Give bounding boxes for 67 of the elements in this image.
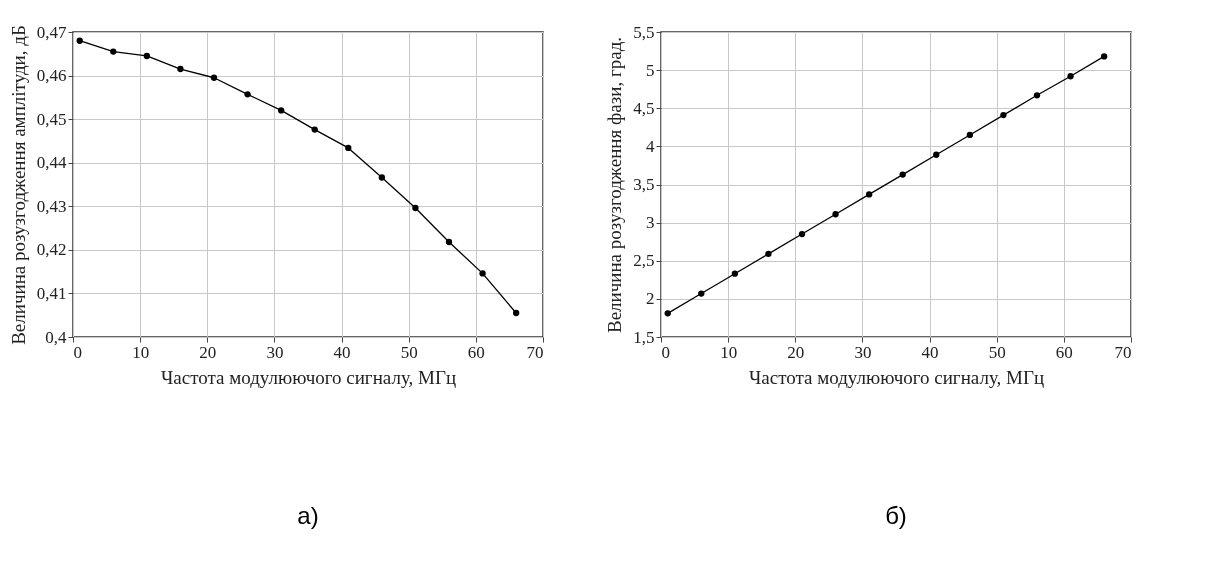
point: [1067, 73, 1074, 80]
x-tick-label: 0: [73, 342, 82, 362]
y-tick-label: 0,43: [36, 196, 67, 216]
x-tick-label: 20: [787, 342, 805, 362]
point: [1100, 53, 1108, 60]
point: [933, 151, 940, 158]
y-tick-label: 3,5: [633, 175, 655, 194]
x-tick-label: 70: [1114, 342, 1132, 362]
point: [277, 107, 285, 114]
y-tick-label: 0,42: [36, 240, 67, 260]
y-tick-label: 0,47: [36, 22, 67, 42]
point: [76, 37, 83, 44]
y-axis-title: Величина розузгодження фази, град.: [604, 36, 626, 334]
point: [765, 250, 772, 258]
point: [177, 65, 184, 73]
point: [210, 74, 218, 81]
x-tick-label: 30: [854, 342, 872, 362]
x-tick-label: 10: [720, 342, 738, 362]
text: а): [297, 502, 319, 529]
point: [445, 238, 453, 246]
point: [479, 270, 486, 277]
x-tick-label: 20: [199, 342, 217, 362]
point: [110, 48, 117, 55]
point: [412, 204, 419, 212]
x-tick-label: 50: [400, 342, 418, 362]
x-axis-title: Частота модулюючого сигналу, МГц: [748, 366, 1045, 388]
x-tick-label: 30: [266, 342, 284, 362]
x-tick-label: 10: [132, 342, 150, 362]
y-tick-label: 4,5: [633, 98, 655, 118]
y-tick-label: 0,45: [36, 109, 67, 129]
y-tick-label: 5: [646, 60, 655, 80]
point: [1000, 111, 1007, 119]
y-tick-label: 5,5: [633, 22, 655, 42]
y-tick-label: 4: [646, 136, 655, 156]
y-tick-label: 1,5: [633, 327, 655, 347]
y-tick-label: 0,44: [36, 153, 67, 173]
point: [143, 52, 151, 60]
point: [244, 91, 251, 98]
point: [512, 309, 520, 317]
y-tick-label: 0,46: [36, 66, 67, 86]
x-tick-label: 70: [526, 342, 544, 362]
x-tick-label: 40: [333, 342, 351, 362]
point: [865, 191, 873, 198]
y-tick-label: 3: [646, 213, 655, 233]
point: [798, 230, 806, 238]
y-tick-label: 0,41: [36, 283, 67, 303]
x-tick-label: 60: [1055, 342, 1073, 362]
x-tick-label: 60: [467, 342, 485, 362]
point: [698, 290, 705, 297]
x-tick-label: 40: [921, 342, 939, 362]
y-tick-label: 0,4: [45, 327, 67, 347]
point: [378, 174, 386, 181]
x-tick-label: 0: [661, 342, 670, 362]
point: [966, 131, 974, 139]
point: [345, 144, 352, 152]
point: [832, 211, 839, 218]
point: [311, 126, 318, 133]
point: [899, 171, 906, 178]
y-tick-label: 2: [646, 289, 655, 309]
y-tick-label: 2,5: [633, 251, 655, 271]
point: [731, 270, 739, 277]
point: [1033, 92, 1041, 99]
x-tick-label: 50: [988, 342, 1006, 362]
x-axis-title: Частота модулюючого сигналу, МГц: [160, 366, 457, 388]
y-axis-title: Величина розузгодження амплітуди, дБ: [7, 25, 29, 345]
text: б): [885, 502, 907, 529]
point: [664, 310, 671, 317]
